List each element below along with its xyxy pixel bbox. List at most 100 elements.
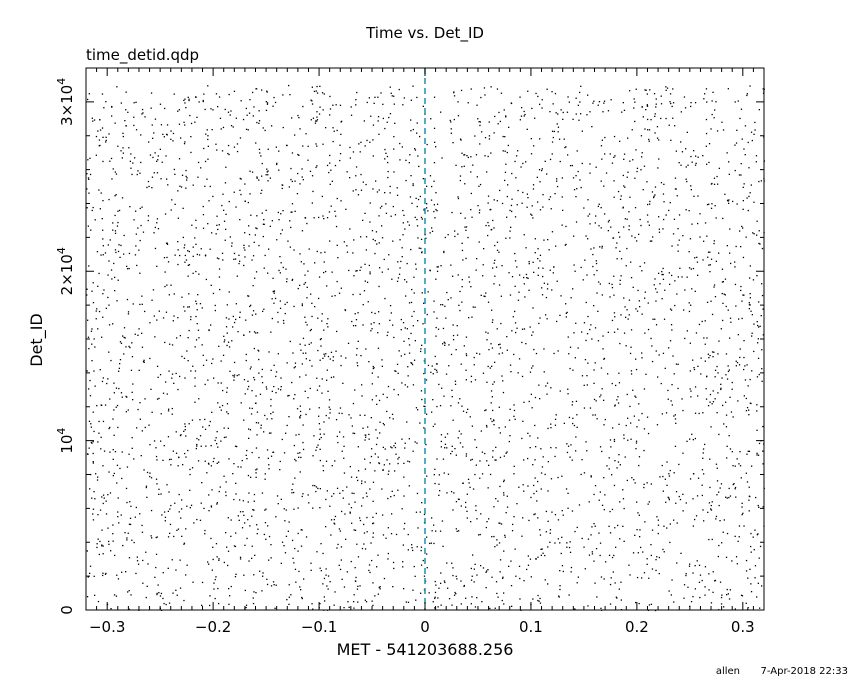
data-point [601, 247, 603, 249]
data-point [583, 384, 585, 386]
data-point [739, 451, 741, 453]
data-point [593, 382, 595, 384]
data-point [159, 374, 162, 376]
data-point [97, 538, 99, 540]
data-point [92, 120, 94, 122]
data-point [584, 259, 586, 261]
data-point [322, 583, 324, 585]
data-point [567, 336, 569, 338]
data-point [577, 576, 579, 578]
data-point [457, 115, 460, 117]
data-point [374, 312, 376, 315]
data-point [361, 384, 363, 386]
data-point [208, 424, 210, 427]
data-point [420, 348, 422, 350]
data-point [554, 418, 557, 420]
data-point [398, 350, 400, 352]
data-point [317, 317, 319, 319]
data-point [401, 438, 403, 440]
data-point [549, 111, 551, 113]
data-point [638, 456, 641, 458]
data-point [245, 353, 247, 356]
data-point [753, 350, 755, 353]
data-point [125, 411, 127, 413]
data-point [234, 258, 237, 260]
data-point [666, 527, 668, 529]
data-point [412, 450, 414, 452]
data-point [301, 596, 303, 599]
data-point [691, 288, 693, 290]
data-point [307, 270, 309, 272]
data-point [426, 475, 428, 477]
data-point [216, 503, 218, 505]
data-point [426, 207, 428, 209]
data-point [720, 387, 722, 389]
data-point [264, 129, 266, 132]
data-point [139, 513, 141, 515]
data-point [98, 310, 101, 313]
data-point [640, 546, 642, 549]
data-point [197, 460, 200, 462]
data-point [93, 491, 95, 493]
data-point [466, 517, 468, 519]
data-point [562, 118, 564, 120]
data-point [487, 301, 490, 303]
data-point [480, 96, 482, 99]
data-point [245, 319, 247, 321]
data-point [554, 424, 557, 426]
data-point [567, 492, 569, 494]
data-point [116, 482, 118, 484]
data-point [155, 553, 158, 555]
data-point [650, 337, 652, 340]
data-point [754, 121, 756, 124]
data-point [543, 348, 545, 350]
data-point [321, 92, 324, 94]
data-point [173, 93, 175, 95]
data-point [331, 495, 333, 497]
data-point [160, 493, 162, 495]
data-point [490, 229, 492, 231]
data-point [117, 516, 119, 518]
data-point [266, 90, 268, 92]
data-point [524, 296, 526, 298]
data-point [659, 283, 661, 285]
data-point [104, 404, 107, 406]
data-point [289, 340, 291, 343]
data-point [334, 460, 336, 462]
data-point [420, 350, 422, 353]
data-point [182, 207, 184, 209]
data-point [713, 284, 716, 286]
data-point [339, 153, 342, 155]
data-point [151, 124, 153, 126]
data-point [426, 203, 428, 205]
data-point [534, 477, 536, 479]
data-point [709, 251, 711, 253]
data-point [168, 491, 170, 493]
data-point [715, 515, 718, 518]
data-point [167, 261, 170, 263]
data-point [179, 434, 182, 437]
data-point [656, 126, 659, 128]
data-point [364, 434, 366, 436]
data-point [595, 215, 597, 217]
data-point [117, 426, 119, 429]
data-point [355, 175, 357, 177]
data-point [471, 458, 473, 461]
data-point [416, 225, 419, 227]
data-point [635, 308, 637, 310]
data-point [703, 473, 705, 475]
data-point [249, 170, 251, 172]
data-point [365, 183, 367, 186]
data-point [247, 474, 250, 477]
data-point [614, 316, 616, 318]
data-point [252, 115, 254, 117]
data-point [461, 166, 463, 168]
data-point [662, 548, 664, 551]
data-point [413, 565, 415, 568]
data-point [135, 129, 138, 131]
data-point [626, 218, 628, 220]
data-point [378, 462, 381, 465]
data-point [537, 599, 539, 602]
data-point [615, 546, 617, 548]
data-point [298, 456, 300, 458]
